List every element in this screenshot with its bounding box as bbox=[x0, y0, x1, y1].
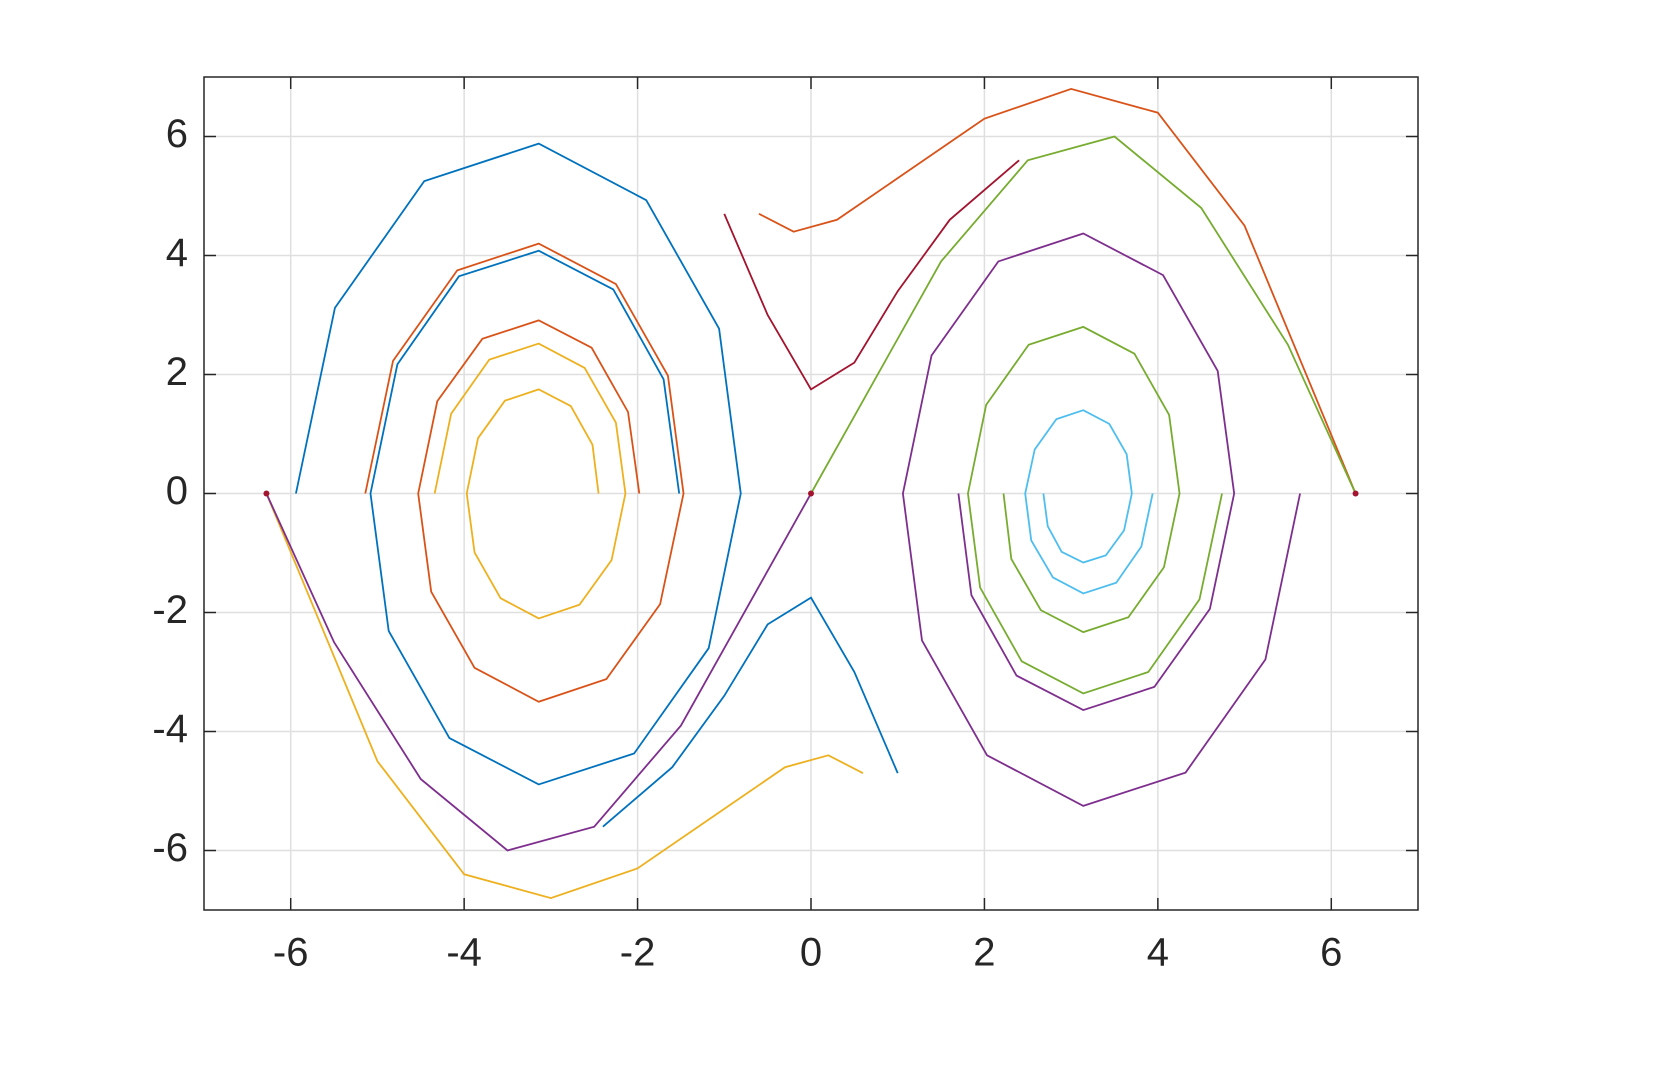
grid bbox=[204, 77, 1418, 910]
y-tick-label: -4 bbox=[152, 707, 188, 751]
y-tick-label: 6 bbox=[166, 112, 188, 156]
x-tick-label: 6 bbox=[1320, 931, 1342, 975]
axes-box bbox=[203, 76, 1419, 911]
plot-area bbox=[263, 87, 1359, 900]
trajectory bbox=[967, 325, 1223, 695]
x-tick-label: 2 bbox=[973, 931, 995, 975]
equilibrium-point bbox=[1352, 490, 1359, 497]
trajectory bbox=[758, 87, 1357, 494]
y-tick-label: 0 bbox=[166, 469, 188, 513]
y-tick-label: -2 bbox=[152, 588, 188, 632]
axes: -6 -4 -2 0 2 4 6 -6 -4 -2 0 2 4 6 bbox=[152, 76, 1419, 975]
x-tick-label: -6 bbox=[273, 931, 309, 975]
trajectory bbox=[810, 135, 1357, 494]
trajectory bbox=[1024, 409, 1154, 595]
trajectory bbox=[902, 232, 1301, 807]
x-tick-label: -4 bbox=[446, 931, 482, 975]
trajectory bbox=[364, 242, 685, 703]
trajectory bbox=[723, 159, 1020, 391]
trajectory bbox=[295, 142, 742, 786]
equilibrium-point bbox=[808, 490, 814, 497]
x-tick-label: -2 bbox=[620, 931, 656, 975]
trajectory bbox=[265, 493, 864, 900]
y-tick-label: 4 bbox=[166, 231, 188, 275]
trajectory bbox=[433, 342, 627, 620]
x-tick-label: 0 bbox=[800, 931, 822, 975]
trajectory bbox=[265, 493, 812, 852]
y-tick-label: 2 bbox=[166, 350, 188, 394]
y-tick-label: -6 bbox=[152, 826, 188, 870]
trajectory bbox=[602, 596, 899, 828]
x-tick-label: 4 bbox=[1147, 931, 1169, 975]
equilibrium-point bbox=[263, 490, 270, 497]
